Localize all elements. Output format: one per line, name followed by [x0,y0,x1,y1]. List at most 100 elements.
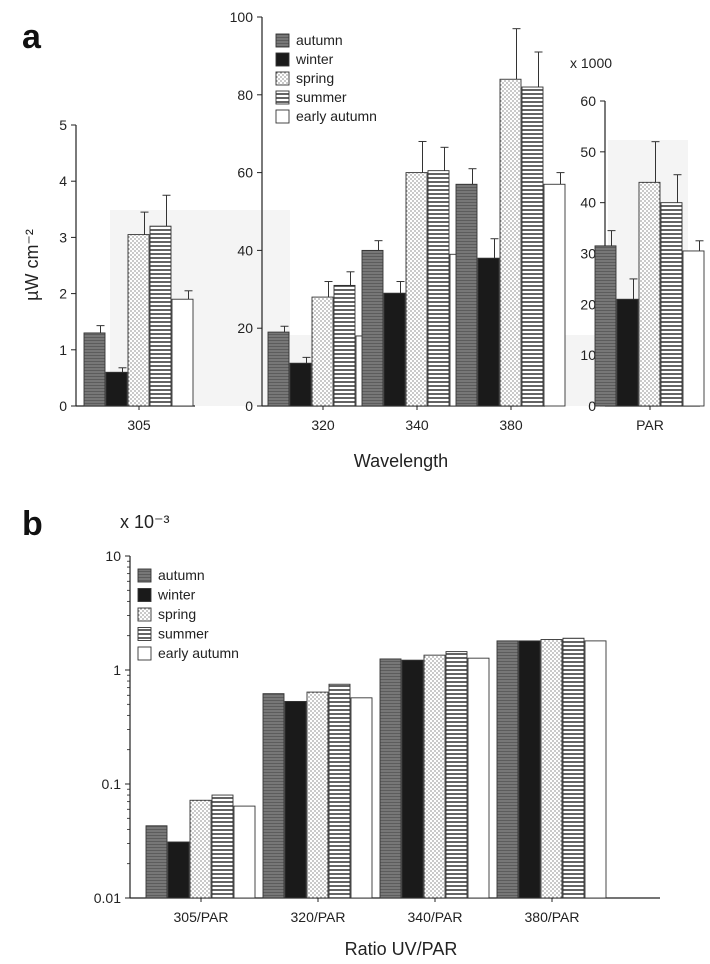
y-tick-label: 40 [580,195,596,211]
plot-b: 0.01 0.1 1 10 305/PAR 320/PAR 340/PAR 380/PAR [94,548,660,925]
legend-label-autumn: autumn [158,567,205,583]
bar-winter-380-par [518,640,541,899]
y-tick-label: 0 [588,398,596,414]
bar-early-autumn-305-par [233,805,256,899]
legend-label-early-autumn: early autumn [296,108,377,124]
x-axis-label-b: Ratio UV/PAR [345,939,458,959]
y-scale-label-b: x 10⁻³ [120,512,170,532]
bar-summer-305 [149,225,172,407]
legend-swatch-spring [275,71,290,86]
bar-spring-380-par [540,639,563,899]
bar-autumn-320-par [262,693,285,899]
bar-early-autumn-380 [543,183,566,407]
legend-swatch-winter [275,52,290,67]
y-tick-label: 4 [59,173,67,189]
bar-autumn-305 [83,332,106,407]
bar-winter-305-par [167,841,190,899]
bar-autumn-320 [267,331,290,407]
y-tick-label: 0.01 [94,890,121,906]
bar-spring-320 [311,296,334,407]
legend-swatch-winter [137,588,152,602]
y-tick-label: 0 [59,398,67,414]
bar-early-autumn-par [682,250,705,407]
bar-summer-305-par [211,794,234,899]
bar-spring-par [638,181,661,407]
bar-spring-380 [499,78,522,407]
legend-swatch-early-autumn [275,109,290,124]
legend-swatch-autumn [137,568,152,583]
bar-spring-305 [127,234,150,407]
bar-winter-320-par [284,700,307,899]
bar-autumn-305-par [145,825,168,899]
y-tick-label: 60 [237,165,253,181]
bar-autumn-340-par [379,658,402,899]
bar-summer-320 [333,284,356,407]
bar-winter-320 [289,362,312,407]
bar-winter-380 [477,257,500,407]
legend-b: autumn winter spring summer early autumn [137,567,239,661]
y-tick-label: 20 [580,296,596,312]
legend-label-winter: winter [157,587,196,603]
legend-swatch-spring [137,607,152,622]
bar-spring-340-par [423,654,446,899]
legend-swatch-summer [137,627,152,641]
bar-spring-305-par [189,799,212,899]
legend-swatch-autumn [275,33,290,48]
bar-winter-305 [105,371,128,407]
legend-a: autumn winter spring summer early autumn [275,32,377,124]
bar-early-autumn-340-par [467,657,490,899]
y-tick-label: 10 [105,548,121,564]
bar-autumn-par [594,245,617,407]
x-tick-label: 380 [499,417,523,433]
bar-summer-380 [521,86,544,407]
bar-autumn-380-par [496,640,519,899]
y-tick-label: 0 [245,398,253,414]
bar-early-autumn-305 [171,298,194,407]
legend-label-early-autumn: early autumn [158,645,239,661]
y-tick-label: 80 [237,87,253,103]
panel-letter-a: a [22,18,42,56]
x-tick-label: 340/PAR [408,909,463,925]
x-tick-label: 305 [127,417,151,433]
y-tick-label: 60 [580,93,596,109]
bar-spring-320-par [306,691,329,899]
legend-swatch-early-autumn [137,646,152,661]
x-axis-label-a: Wavelength [354,451,448,471]
y-axis-label-a: µW cm⁻² [22,229,42,301]
y-tick-label: 20 [237,320,253,336]
y-tick-label: 50 [580,144,596,160]
y-tick-label: 100 [230,9,254,25]
legend-label-spring: spring [296,70,334,86]
bar-winter-340-par [401,659,424,899]
x-tick-label: 305/PAR [174,909,229,925]
legend-swatch-summer [275,90,290,105]
bar-winter-340 [383,292,406,407]
x-tick-label: 380/PAR [525,909,580,925]
y-tick-label: 3 [59,229,67,245]
bar-summer-340-par [445,651,468,899]
y-tick-label: 5 [59,117,67,133]
bar-early-autumn-320-par [350,697,373,899]
bar-summer-par [660,202,683,407]
plot-a-305: 0 1 2 3 4 5 305 [59,117,290,433]
y-tick-label: 40 [237,242,253,258]
x-tick-label: PAR [636,417,664,433]
legend-label-winter: winter [295,51,334,67]
bar-summer-380-par [562,637,585,899]
legend-label-summer: summer [296,89,347,105]
x-tick-label: 340 [405,417,429,433]
legend-label-spring: spring [158,606,196,622]
bar-autumn-340 [361,249,384,407]
x-tick-label: 320/PAR [291,909,346,925]
legend-label-summer: summer [158,626,209,642]
bar-summer-340 [427,170,450,407]
y-tick-label: 0.1 [102,776,122,792]
bar-winter-par [616,298,639,407]
y-tick-label: 1 [113,662,121,678]
plot-a-par: 0 10 20 30 40 50 60 PAR [580,93,705,433]
x-tick-label: 320 [311,417,335,433]
bar-summer-320-par [328,683,351,899]
y-tick-label: 30 [580,246,596,262]
y-tick-label: 1 [59,342,67,358]
